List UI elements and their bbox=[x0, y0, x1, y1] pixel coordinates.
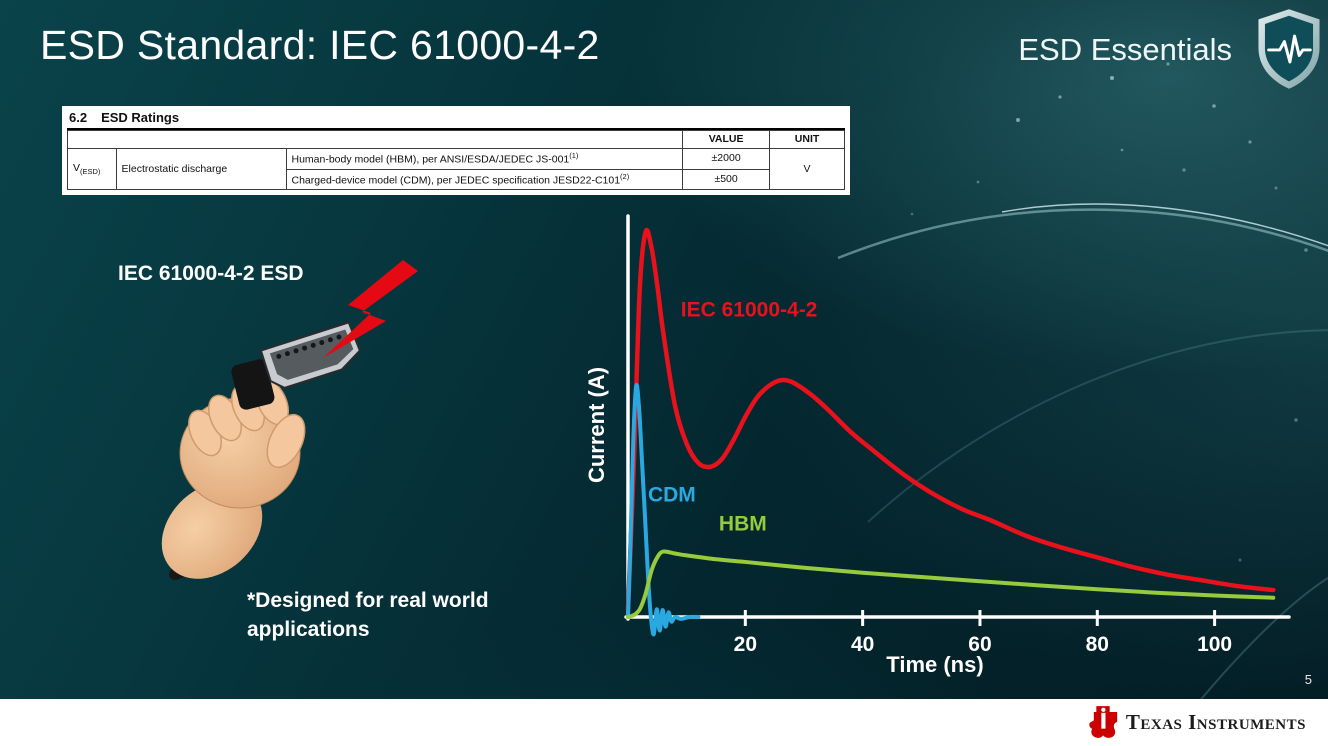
y-axis-label: Current (A) bbox=[584, 366, 609, 484]
waveform-chart-canvas: 20 40 60 80 100 IEC 61000-4-2 CDM HBM bbox=[624, 214, 1291, 656]
esd-ratings-table: 6.2 ESD Ratings VALUE UNIT V(ESD) Electro… bbox=[62, 106, 850, 196]
series-curve-iec-61000-4-2 bbox=[625, 227, 1276, 612]
table-header-row: VALUE UNIT bbox=[66, 129, 845, 150]
unit-cell: V bbox=[769, 148, 845, 191]
hbm-value-cell: ±2000 bbox=[682, 148, 771, 170]
hdmi-connector bbox=[231, 321, 362, 410]
unit-column-header: UNIT bbox=[769, 129, 845, 150]
waveform-chart: 20 40 60 80 100 IEC 61000-4-2 CDM HBM bbox=[570, 210, 1300, 680]
x-tick-label: 60 bbox=[968, 633, 991, 656]
esd-shield-icon bbox=[1258, 9, 1320, 89]
section-title: ESD Ratings bbox=[101, 110, 180, 125]
table-row: Charged-device model (CDM), per JEDEC sp… bbox=[68, 168, 845, 191]
page-title: ESD Standard: IEC 61000-4-2 bbox=[40, 22, 600, 68]
series-brand-label: ESD Essentials bbox=[1018, 32, 1232, 67]
table-caption: 6.2 ESD Ratings bbox=[67, 109, 845, 130]
x-tick-label: 40 bbox=[851, 633, 874, 656]
x-axis-label: Time (ns) bbox=[886, 652, 984, 677]
param-name-cell: Electrostatic discharge bbox=[115, 148, 287, 191]
hbm-model-cell: Human-body model (HBM), per ANSI/ESDA/JE… bbox=[285, 148, 684, 170]
cdm-value-cell: ±500 bbox=[682, 168, 771, 191]
designed-for-real-world-note: *Designed for real world applications bbox=[247, 589, 489, 642]
series-curve-hbm bbox=[626, 549, 1276, 619]
ti-logo-text: Texas Instruments bbox=[1125, 709, 1306, 734]
section-number: 6.2 bbox=[69, 110, 88, 125]
header-spacer-cell bbox=[66, 129, 684, 150]
ti-logo: Texas Instruments bbox=[1088, 705, 1306, 739]
x-tick-label: 100 bbox=[1197, 633, 1232, 656]
page-number: 5 bbox=[1304, 672, 1312, 687]
series-label-cdm: CDM bbox=[648, 484, 696, 507]
table-row: V(ESD) Electrostatic discharge Human-bod… bbox=[67, 148, 845, 191]
cdm-model-cell: Charged-device model (CDM), per JEDEC sp… bbox=[285, 168, 684, 191]
x-tick-label: 20 bbox=[734, 633, 757, 656]
esd-lightning-bolt-icon bbox=[323, 260, 418, 358]
series-label-hbm: HBM bbox=[719, 512, 767, 535]
ti-bug-icon bbox=[1089, 706, 1118, 738]
series-label-iec-61000-4-2: IEC 61000-4-2 bbox=[681, 299, 818, 322]
footer-bar: Texas Instruments bbox=[0, 699, 1328, 746]
param-symbol-cell: V(ESD) bbox=[67, 148, 117, 191]
illustration-caption: IEC 61000-4-2 ESD bbox=[118, 262, 304, 285]
x-tick-label: 80 bbox=[1086, 633, 1109, 656]
series-curve-cdm bbox=[626, 382, 701, 637]
thumb bbox=[266, 413, 306, 469]
value-column-header: VALUE bbox=[682, 129, 771, 150]
hand-holding-connector-illustration bbox=[161, 260, 418, 580]
